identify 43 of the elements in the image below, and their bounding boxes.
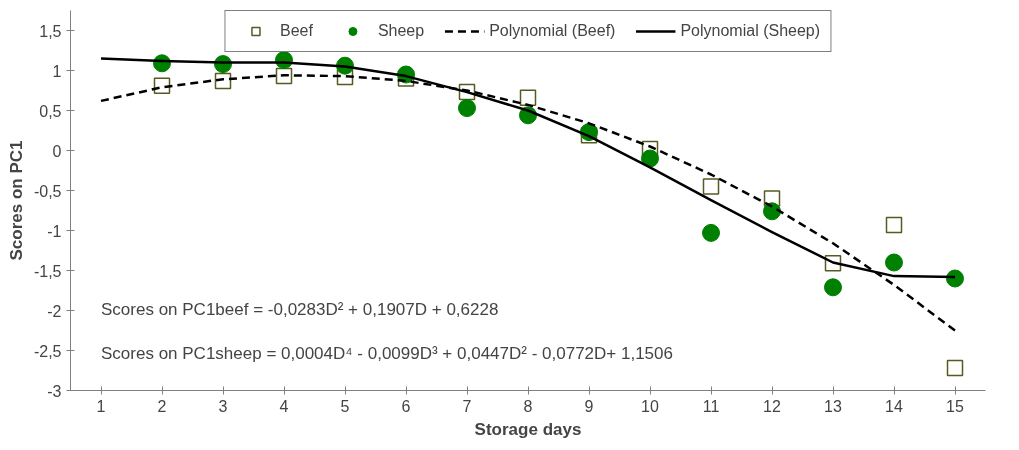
x-tick-label: 11 [702,397,720,415]
x-tick-label: 4 [279,397,289,415]
point [641,149,659,168]
x-axis-title: Storage days [474,419,582,439]
y-tick-label: -2,5 [33,342,62,360]
y-tick-label: -1 [47,222,62,240]
legend-label: Polynomial (Sheep) [680,22,821,40]
x-tick-label: 15 [946,397,964,415]
annotation: Scores on PC1sheep = 0,0004D⁴ - 0,0099D³ + 0,0447D² - 0,0772D+ 1,1506 [101,343,673,363]
point [946,359,964,377]
x-tick-label: 8 [523,397,533,415]
point [519,89,537,106]
x-tick-label: 3 [218,397,228,415]
x-tick-label: 5 [340,397,350,415]
y-tick-label: -0,5 [33,182,62,200]
x-tick-label: 7 [462,397,472,415]
y-axis-title: Scores on PC1 [6,140,26,261]
legend-label: Polynomial (Beef) [489,22,616,40]
annotation: Scores on PC1beef = -0,0283D² + 0,1907D + 0,6228 [101,299,499,319]
x-tick-label: 1 [96,397,106,415]
x-tick-label: 10 [641,397,659,415]
y-tick-label: 0,5 [39,102,62,120]
point [702,223,720,242]
x-tick-label: 14 [885,397,903,415]
y-tick-label: -1,5 [33,262,62,280]
point [885,216,903,234]
y-tick-label: 1 [52,62,62,80]
x-tick-label: 13 [824,397,842,415]
point [946,269,964,288]
point [885,253,903,272]
point [702,178,720,195]
legend-label: Beef [279,22,313,40]
x-tick-label: 2 [157,397,167,415]
y-tick-label: -2 [47,302,62,320]
legend-label: Sheep [377,22,425,40]
point [824,278,842,297]
y-tick-label: -3 [47,382,62,400]
y-tick-label: 0 [52,142,62,160]
x-tick-label: 12 [763,397,781,415]
x-tick-label: 6 [401,397,411,415]
point [458,99,476,118]
y-tick-label: 1,5 [39,22,62,40]
x-tick-label: 9 [584,397,594,415]
